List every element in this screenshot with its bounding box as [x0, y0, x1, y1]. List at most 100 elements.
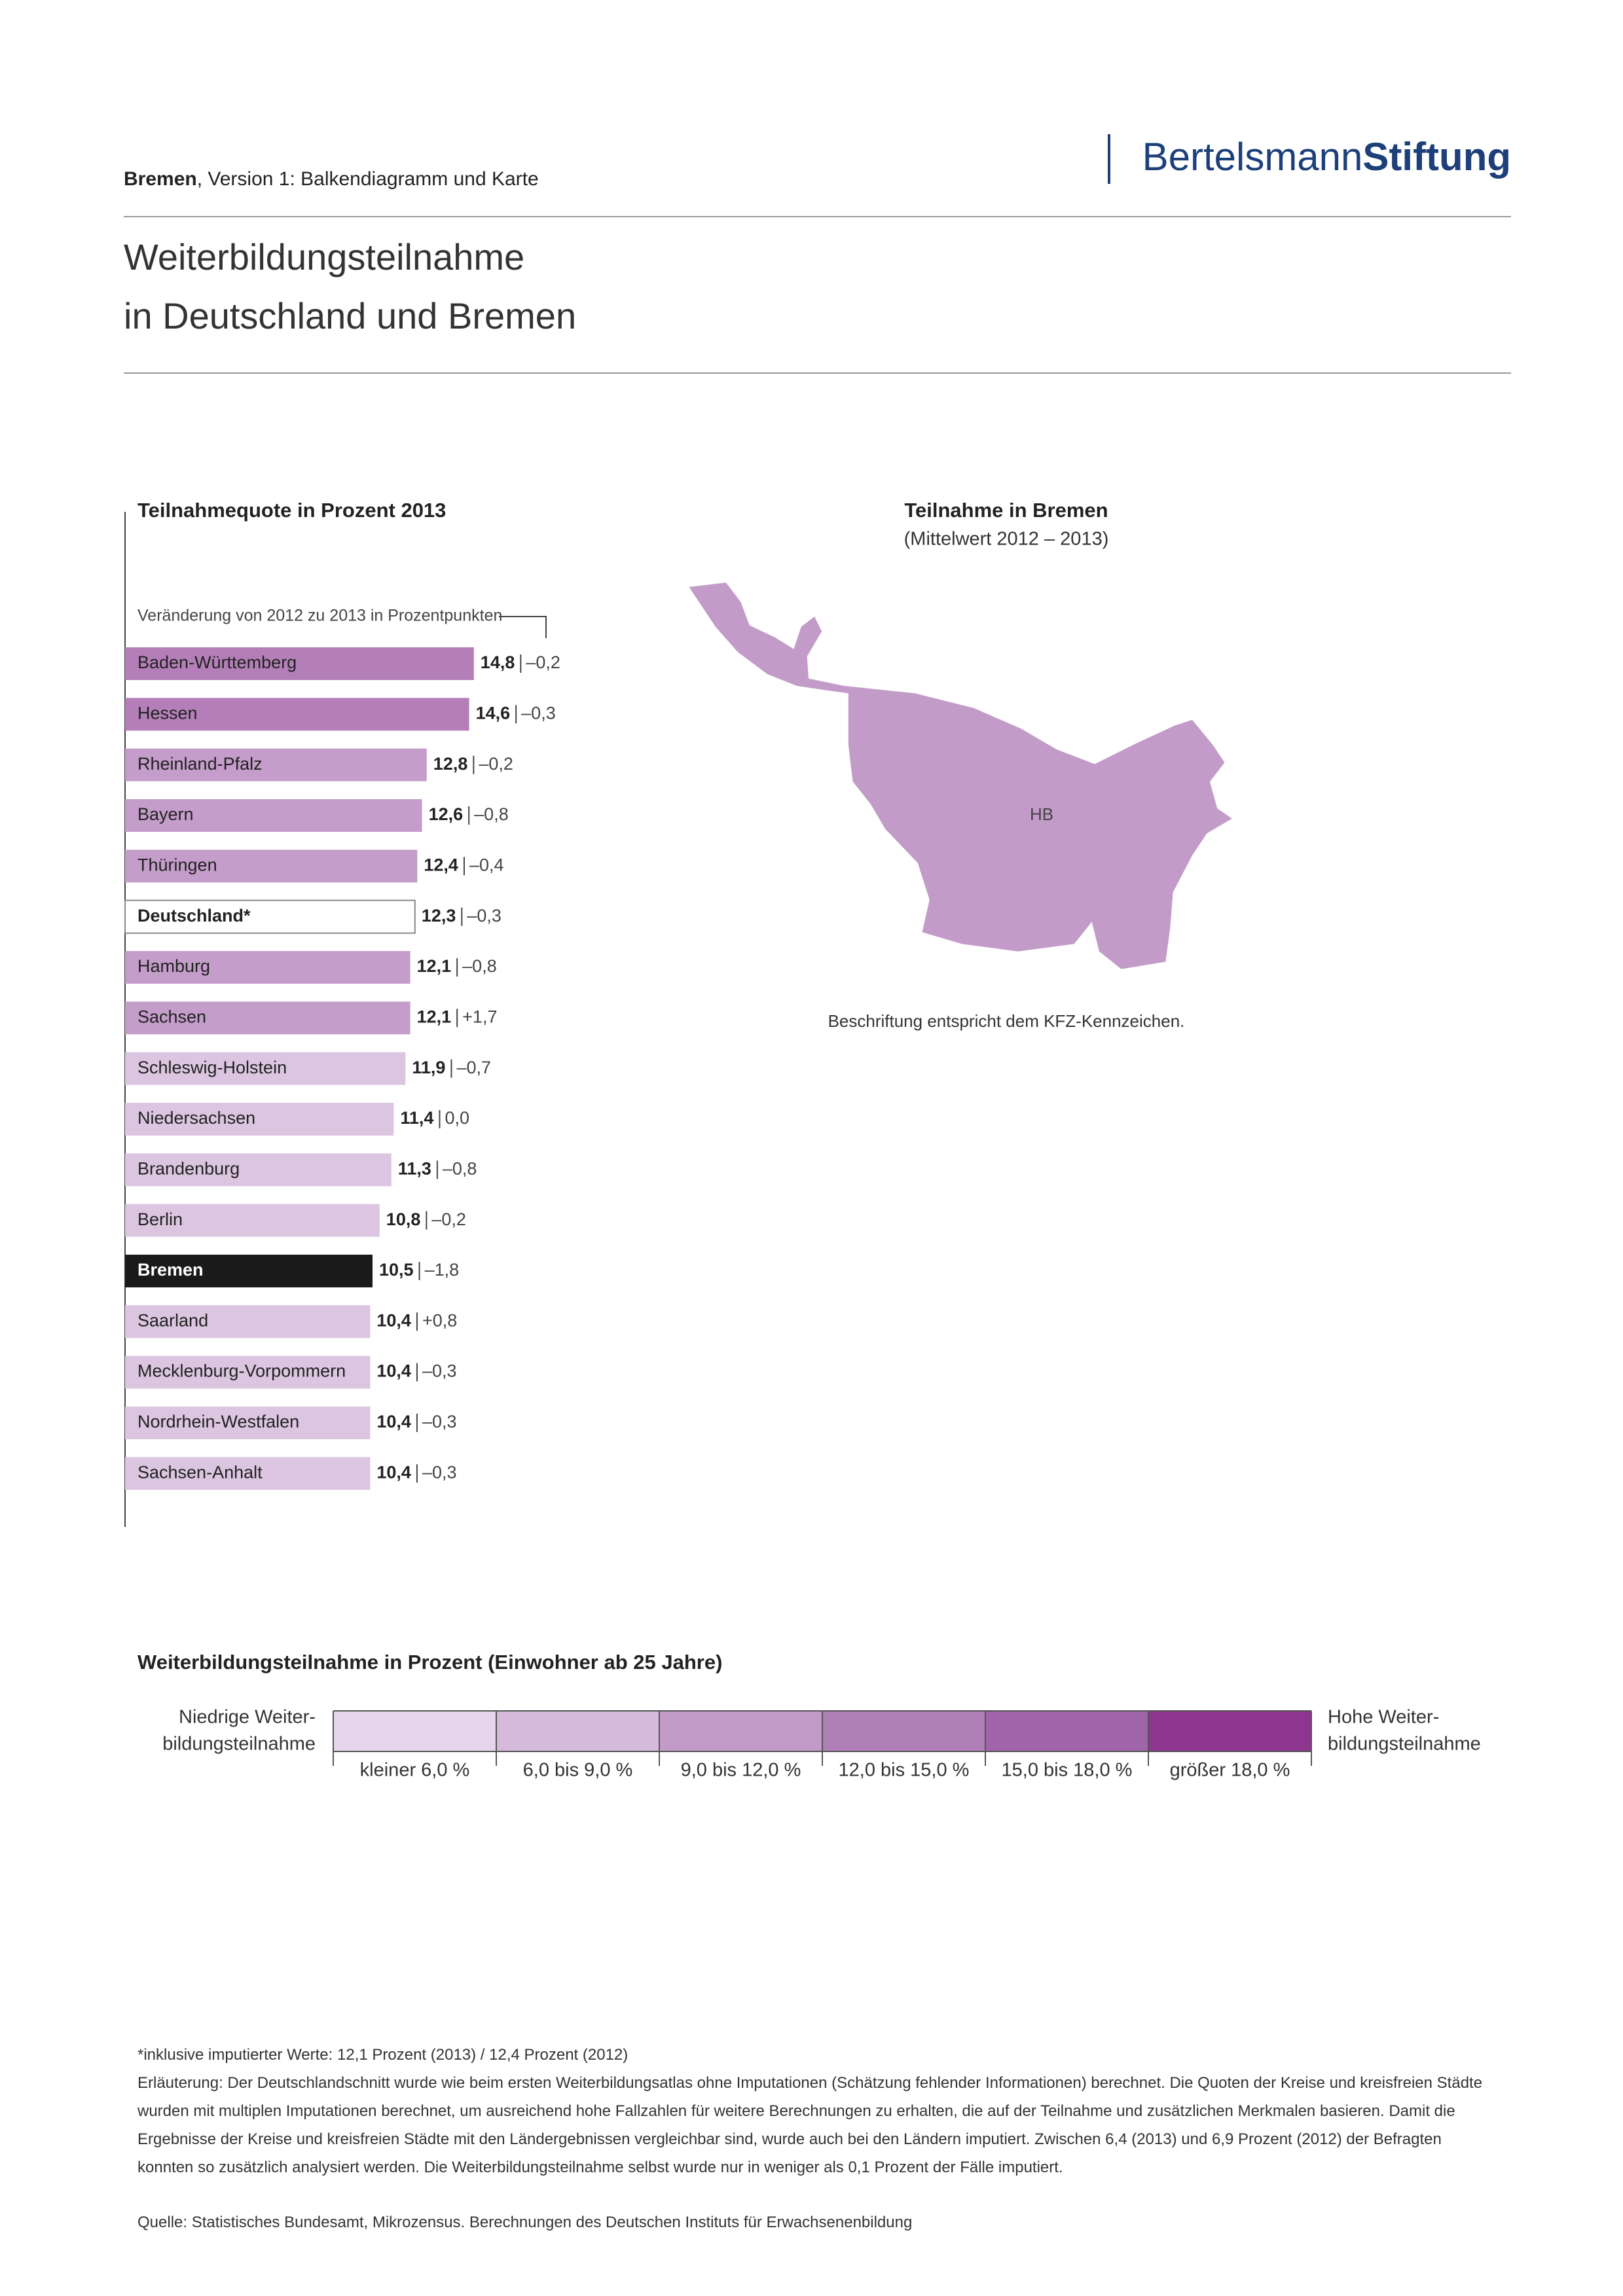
value-label: 12,4 [424, 855, 458, 874]
explanation: Erläuterung: Der Deutschlandschnitt wurd… [137, 2074, 1483, 2176]
category-label: Brandenburg [137, 1158, 240, 1178]
legend-label: 15,0 bis 18,0 % [1002, 1760, 1133, 1781]
value-label: 11,9 [412, 1058, 445, 1077]
title-line: in Deutschland und Bremen [124, 295, 576, 336]
value-label: 14,8 [481, 653, 515, 672]
chart-title: Teilnahmequote in Prozent 2013 [137, 499, 446, 522]
value-label: 12,3 [422, 906, 456, 925]
category-label: Deutschland* [137, 906, 251, 925]
change-label: –0,3 [467, 906, 501, 925]
logo-light: Bertelsmann [1142, 135, 1363, 179]
map-note: Beschriftung entspricht dem KFZ-Kennzeic… [828, 1011, 1185, 1031]
map-subtitle: (Mittelwert 2012 – 2013) [904, 529, 1109, 550]
value-label: 12,6 [429, 804, 464, 824]
change-label: –0,3 [521, 703, 556, 723]
change-label: –0,7 [456, 1058, 491, 1077]
category-label: Hamburg [137, 956, 210, 976]
category-label: Bremen [137, 1260, 204, 1280]
category-label: Nordrhein-Westfalen [137, 1412, 299, 1431]
value-label: 10,4 [376, 1361, 411, 1381]
bar [125, 1355, 371, 1389]
legend-label: 9,0 bis 12,0 % [681, 1760, 801, 1781]
value-label: 10,4 [376, 1310, 411, 1330]
legend-title: Weiterbildungsteilnahme in Prozent (Einw… [137, 1651, 722, 1674]
change-label: –0,8 [474, 804, 509, 824]
legend-swatch [496, 1711, 659, 1751]
change-label: –0,3 [422, 1462, 457, 1482]
change-label: –0,2 [526, 653, 560, 672]
value-label: 12,8 [433, 754, 468, 774]
value-label: 10,4 [376, 1412, 411, 1431]
legend-swatch [822, 1711, 985, 1751]
report-subtitle: , Version 1: Balkendiagramm und Karte [197, 168, 539, 190]
category-label: Thüringen [137, 855, 217, 874]
change-label: –1,8 [425, 1260, 460, 1280]
change-label: +1,7 [462, 1007, 497, 1026]
bar [125, 1102, 394, 1136]
legend-high: bildungsteilnahme [1328, 1734, 1481, 1755]
change-label: –0,3 [422, 1361, 457, 1381]
value-label: 10,8 [386, 1210, 421, 1229]
legend: Weiterbildungsteilnahme in Prozent (Einw… [137, 1651, 1481, 1780]
legend-swatch [333, 1711, 496, 1751]
change-label: –0,8 [443, 1158, 477, 1178]
footnote: *inklusive imputierter Werte: 12,1 Proze… [137, 2046, 629, 2064]
category-label: Mecklenburg-Vorpommern [137, 1361, 346, 1381]
category-label: Baden-Württemberg [137, 653, 297, 672]
category-label: Saarland [137, 1310, 208, 1330]
value-label: 10,4 [376, 1462, 411, 1482]
change-label: –0,4 [469, 855, 504, 874]
category-label: Hessen [137, 703, 198, 723]
value-label: 11,4 [400, 1108, 433, 1128]
category-label: Sachsen-Anhalt [137, 1462, 263, 1482]
legend-low: bildungsteilnahme [162, 1734, 316, 1755]
category-label: Niedersachsen [137, 1108, 255, 1128]
change-label: 0,0 [445, 1108, 469, 1128]
bar [124, 899, 416, 934]
change-label: +0,8 [422, 1310, 457, 1330]
legend-label: kleiner 6,0 % [360, 1760, 470, 1781]
bar [125, 748, 427, 781]
logo: BertelsmannStiftung [1142, 135, 1511, 179]
change-label: –0,8 [462, 956, 497, 976]
bar-chart: Teilnahmequote in Prozent 2013 Veränderu… [124, 499, 560, 1527]
value-label: 12,1 [417, 956, 452, 976]
legend-label: 6,0 bis 9,0 % [523, 1760, 633, 1781]
region-shape [689, 583, 1232, 969]
change-label: –0,2 [479, 754, 513, 774]
value-label: 12,1 [417, 1007, 452, 1026]
value-label: 11,3 [398, 1158, 431, 1178]
category-label: Sachsen [137, 1007, 206, 1026]
legend-swatch [659, 1711, 822, 1751]
logo-bold: Stiftung [1362, 135, 1511, 179]
bar [125, 647, 474, 680]
legend-swatch [1148, 1711, 1311, 1751]
bar [125, 1406, 371, 1439]
bar [125, 850, 418, 883]
change-label: –0,3 [422, 1412, 457, 1431]
note-bracket [499, 616, 547, 638]
legend-low: Niedrige Weiter- [179, 1707, 316, 1728]
category-label: Schleswig-Holstein [137, 1058, 287, 1077]
legend-swatch [985, 1711, 1148, 1751]
bar [125, 1153, 392, 1187]
bar [125, 950, 410, 984]
bar [125, 698, 469, 731]
bar [125, 1254, 373, 1287]
region-label: HB [1030, 804, 1053, 824]
bar [125, 1052, 406, 1085]
change-note: Veränderung von 2012 zu 2013 in Prozentp… [137, 607, 502, 625]
title-line: Weiterbildungsteilnahme [124, 236, 524, 278]
value-label: 14,6 [476, 703, 511, 723]
report-name: Bremen [124, 168, 197, 190]
category-label: Berlin [137, 1210, 183, 1229]
legend-label: 12,0 bis 15,0 % [839, 1760, 970, 1781]
map-title: Teilnahme in Bremen [904, 499, 1108, 522]
bar [125, 798, 422, 832]
category-label: Rheinland-Pfalz [137, 754, 263, 774]
map: Teilnahme in Bremen (Mittelwert 2012 – 2… [689, 499, 1232, 1031]
bar [125, 1204, 380, 1237]
header: Bremen, Version 1: Balkendiagramm und Ka… [124, 168, 539, 190]
